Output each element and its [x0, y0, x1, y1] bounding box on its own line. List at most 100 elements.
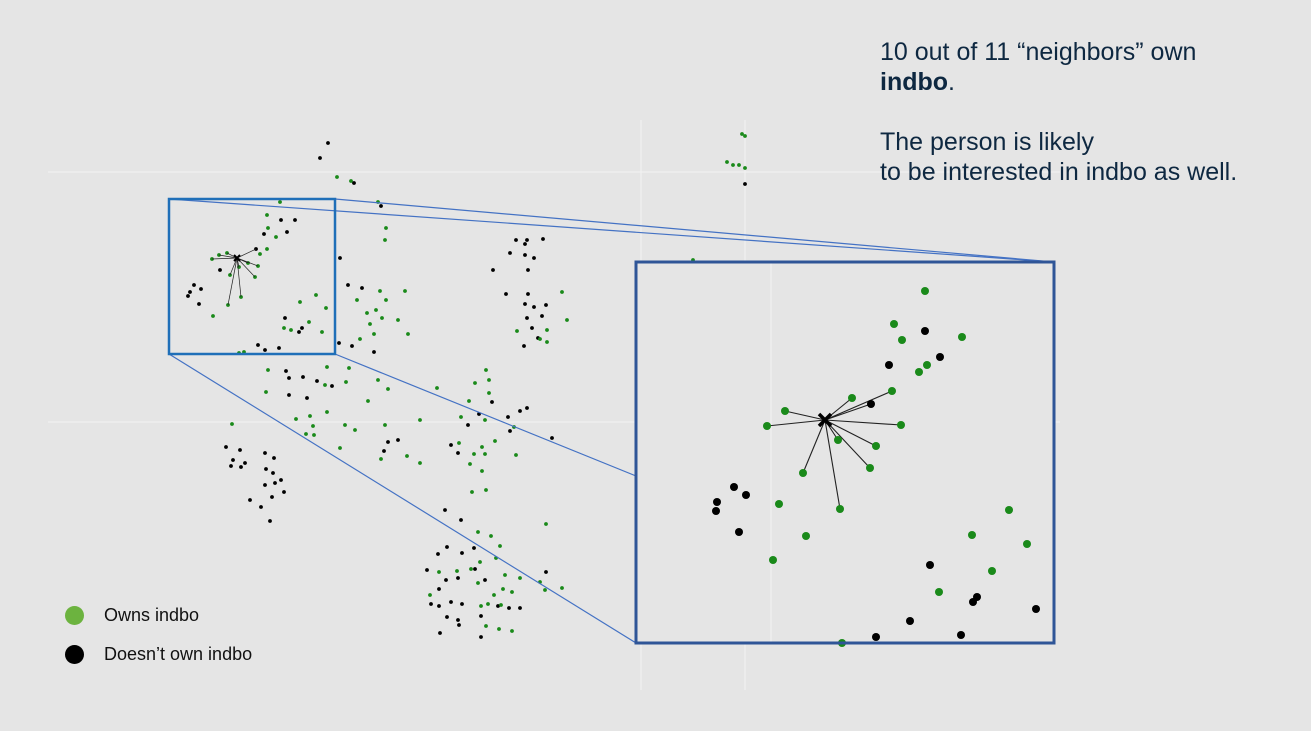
owns-point — [472, 452, 476, 456]
owns-point — [484, 488, 488, 492]
not-owns-point — [271, 471, 275, 475]
not-owns-point — [518, 409, 522, 413]
owns-point — [366, 399, 370, 403]
not-owns-point — [282, 490, 286, 494]
owns-point — [264, 390, 268, 394]
owns-point — [335, 175, 339, 179]
owns-point — [743, 166, 747, 170]
inset-not-owns-point — [906, 617, 914, 625]
not-owns-point — [437, 587, 441, 591]
headline-product-name: indbo — [880, 68, 949, 96]
neighbor-link — [236, 257, 256, 278]
not-owns-point — [243, 461, 247, 465]
owns-point — [278, 200, 282, 204]
owns-point — [560, 586, 564, 590]
owns-point — [320, 330, 324, 334]
not-owns-point — [263, 483, 267, 487]
not-owns-point — [279, 218, 283, 222]
not-owns-point — [490, 400, 494, 404]
neighbor-link — [784, 410, 826, 421]
not-owns-point — [224, 445, 228, 449]
not-owns-point — [297, 330, 301, 334]
not-owns-point — [263, 451, 267, 455]
not-owns-point — [305, 396, 309, 400]
inset-background — [636, 262, 1054, 643]
inset-owns-point — [834, 436, 842, 444]
owns-dot-icon — [65, 606, 84, 625]
owns-point — [470, 490, 474, 494]
neighbor-link — [236, 257, 259, 267]
owns-point — [265, 247, 269, 251]
inset-not-owns-point — [936, 353, 944, 361]
owns-point — [459, 415, 463, 419]
owns-point — [312, 433, 316, 437]
not-owns-point — [256, 343, 260, 347]
not-owns-point — [352, 181, 356, 185]
inset-owns-point — [836, 505, 844, 513]
owns-point — [457, 441, 461, 445]
not-owns-point — [466, 423, 470, 427]
owns-point — [498, 544, 502, 548]
owns-point — [379, 457, 383, 461]
not-owns-point — [544, 570, 548, 574]
not-owns-point — [337, 341, 341, 345]
owns-point — [325, 365, 329, 369]
inset-not-owns-point — [969, 598, 977, 606]
not-owns-point — [284, 369, 288, 373]
not-owns-point — [436, 552, 440, 556]
not-owns-point — [248, 498, 252, 502]
not-owns-point — [504, 292, 508, 296]
inset-not-owns-point — [713, 498, 721, 506]
owns-point — [307, 320, 311, 324]
owns-point — [437, 570, 441, 574]
owns-point — [489, 534, 493, 538]
not-owns-point — [350, 344, 354, 348]
zoom-connectors — [168, 198, 1055, 644]
owns-point — [368, 322, 372, 326]
owns-point — [405, 454, 409, 458]
owns-point — [543, 588, 547, 592]
owns-point — [476, 581, 480, 585]
owns-point — [383, 238, 387, 242]
neighbor-link — [227, 257, 238, 306]
owns-point — [266, 368, 270, 372]
owns-point — [406, 332, 410, 336]
owns-point — [515, 329, 519, 333]
not-owns-dot-icon — [65, 645, 84, 664]
inset-owns-point — [848, 394, 856, 402]
owns-point — [480, 445, 484, 449]
owns-point — [479, 604, 483, 608]
owns-point — [324, 306, 328, 310]
owns-point — [355, 298, 359, 302]
owns-point — [338, 446, 342, 450]
neighbor-link — [824, 390, 893, 421]
owns-point — [298, 300, 302, 304]
inset-not-owns-point — [921, 327, 929, 335]
owns-point — [343, 423, 347, 427]
not-owns-point — [479, 614, 483, 618]
not-owns-point — [514, 238, 518, 242]
owns-point — [211, 314, 215, 318]
inset-not-owns-point — [735, 528, 743, 536]
owns-point — [487, 378, 491, 382]
neighbor-link — [824, 419, 902, 426]
owns-point — [358, 337, 362, 341]
owns-point — [484, 368, 488, 372]
not-owns-point — [199, 287, 203, 291]
not-owns-point — [443, 508, 447, 512]
not-owns-point — [743, 182, 747, 186]
not-owns-point — [287, 376, 291, 380]
not-owns-point — [526, 292, 530, 296]
owns-point — [353, 428, 357, 432]
owns-point — [499, 603, 503, 607]
owns-point — [545, 340, 549, 344]
inset-owns-point — [968, 531, 976, 539]
not-owns-point — [456, 618, 460, 622]
owns-point — [510, 590, 514, 594]
neighbor-link — [824, 419, 871, 469]
owns-point — [510, 629, 514, 633]
owns-point — [468, 462, 472, 466]
zoom-source-box — [167, 197, 337, 356]
neighbor-link — [236, 257, 242, 298]
inset-owns-point — [763, 422, 771, 430]
